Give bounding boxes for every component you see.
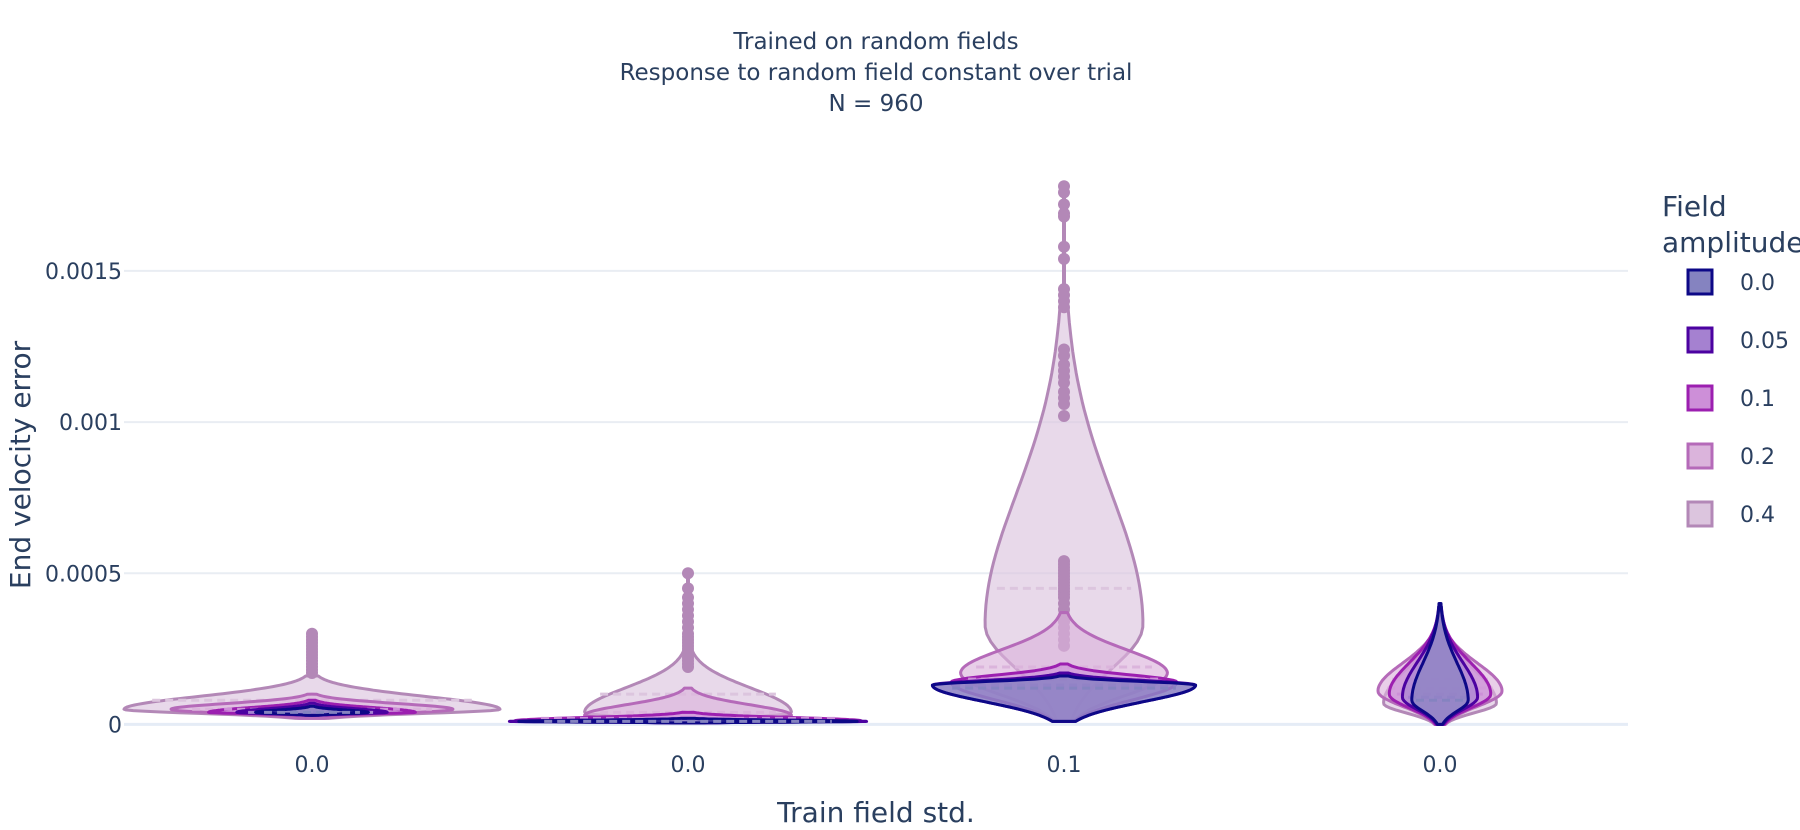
legend-label: 0.2 xyxy=(1740,445,1775,470)
outlier-point xyxy=(1058,301,1070,314)
x-tick-label: 0.0 xyxy=(671,753,706,778)
legend-item-0.05[interactable]: 0.05 xyxy=(1686,326,1789,354)
x-tick-labels: 0.0 0.0 0.1 0.0 xyxy=(295,753,1458,778)
x-axis-title: Train field std. xyxy=(776,796,975,829)
chart-title-line-3: N = 960 xyxy=(829,91,924,117)
outlier-point xyxy=(306,667,318,680)
legend-swatch xyxy=(1686,384,1714,412)
outlier-point xyxy=(682,567,694,580)
outlier-point xyxy=(1058,186,1070,199)
outlier-point xyxy=(682,582,694,595)
y-tick-label: 0.001 xyxy=(59,411,122,436)
legend-item-0.2[interactable]: 0.2 xyxy=(1686,442,1775,470)
legend: Field amplitude 0.0 0.05 0.1 0.2 0.4 xyxy=(1662,190,1800,528)
y-gridlines xyxy=(124,269,1628,726)
legend-swatch xyxy=(1686,500,1714,528)
violin-series-0.4 xyxy=(122,180,1498,726)
violin-shape xyxy=(1410,601,1470,726)
y-tick-label: 0.0015 xyxy=(45,260,122,285)
outlier-point xyxy=(682,660,694,673)
violin-shape xyxy=(583,686,793,725)
outlier-point xyxy=(1058,349,1070,362)
legend-label: 0.0 xyxy=(1740,271,1775,296)
x-tick-label: 0.0 xyxy=(1423,753,1458,778)
outlier-point xyxy=(1058,252,1070,265)
legend-item-0.0[interactable]: 0.0 xyxy=(1686,268,1775,296)
chart-title: Trained on random fields Response to ran… xyxy=(620,29,1133,117)
legend-label: 0.05 xyxy=(1740,329,1789,354)
y-tick-label: 0.0005 xyxy=(45,562,122,587)
outlier-point xyxy=(1058,198,1070,211)
y-tick-label: 0 xyxy=(108,713,122,738)
violin-shape xyxy=(930,674,1198,723)
legend-title-line-1: Field xyxy=(1662,190,1727,223)
chart-title-line-1: Trained on random fields xyxy=(732,29,1018,55)
outlier-point xyxy=(1058,210,1070,223)
violin-plot-area xyxy=(122,180,1504,726)
outlier-point xyxy=(1058,376,1070,389)
outlier-point xyxy=(1058,240,1070,253)
legend-item-0.4[interactable]: 0.4 xyxy=(1686,500,1775,528)
legend-swatch xyxy=(1686,442,1714,470)
y-tick-labels: 0 0.0005 0.001 0.0015 xyxy=(45,260,122,738)
legend-title-line-2: amplitude xyxy=(1662,226,1800,259)
x-tick-label: 0.1 xyxy=(1047,753,1082,778)
legend-swatch xyxy=(1686,326,1714,354)
legend-label: 0.4 xyxy=(1740,503,1775,528)
legend-item-0.1[interactable]: 0.1 xyxy=(1686,384,1775,412)
legend-items: 0.0 0.05 0.1 0.2 0.4 xyxy=(1686,268,1789,528)
y-axis-title: End velocity error xyxy=(4,340,37,589)
violin-series-0.0 xyxy=(254,601,1470,726)
legend-label: 0.1 xyxy=(1740,387,1775,412)
x-tick-label: 0.0 xyxy=(295,753,330,778)
outlier-point xyxy=(1058,410,1070,423)
chart-title-line-2: Response to random field constant over t… xyxy=(620,60,1133,86)
legend-swatch xyxy=(1686,268,1714,296)
outlier-point xyxy=(1058,397,1070,410)
